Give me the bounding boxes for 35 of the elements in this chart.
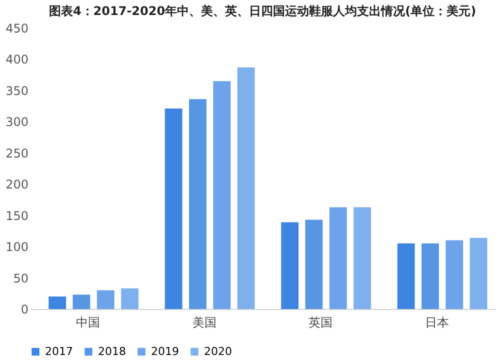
bar bbox=[237, 67, 255, 309]
chart-title: 图表4：2017-2020年中、美、英、日四国运动鞋服人均支出情况(单位：美元) bbox=[48, 4, 476, 18]
x-tick-label: 日本 bbox=[424, 316, 449, 330]
bar bbox=[470, 238, 488, 309]
y-tick-label: 300 bbox=[6, 115, 28, 130]
bar bbox=[189, 99, 206, 309]
bar bbox=[213, 81, 231, 309]
legend-label: 2018 bbox=[98, 344, 126, 358]
y-tick-label: 0 bbox=[20, 302, 28, 316]
y-tick-label: 350 bbox=[6, 84, 28, 98]
y-tick-label: 250 bbox=[6, 146, 28, 160]
bar bbox=[72, 294, 90, 309]
bar bbox=[422, 243, 439, 309]
legend-label: 2017 bbox=[45, 344, 73, 358]
bar bbox=[397, 243, 415, 309]
bar bbox=[329, 207, 347, 309]
bar bbox=[281, 222, 299, 309]
bar bbox=[354, 207, 372, 309]
y-tick-label: 50 bbox=[13, 271, 28, 286]
bar bbox=[96, 290, 114, 309]
y-tick-label: 100 bbox=[6, 240, 28, 254]
bar bbox=[305, 220, 323, 309]
x-tick-label: 英国 bbox=[308, 316, 333, 330]
bar bbox=[446, 240, 464, 309]
x-tick-label: 中国 bbox=[76, 316, 100, 330]
y-tick-label: 400 bbox=[6, 52, 28, 67]
bar bbox=[164, 108, 182, 309]
x-tick-label: 美国 bbox=[192, 316, 216, 330]
y-tick-label: 150 bbox=[6, 208, 28, 223]
legend-label: 2020 bbox=[204, 344, 232, 358]
y-tick-label: 200 bbox=[6, 178, 28, 192]
bar bbox=[48, 296, 66, 309]
bar bbox=[121, 288, 139, 309]
legend-label: 2019 bbox=[151, 344, 179, 358]
y-tick-label: 450 bbox=[6, 22, 28, 36]
